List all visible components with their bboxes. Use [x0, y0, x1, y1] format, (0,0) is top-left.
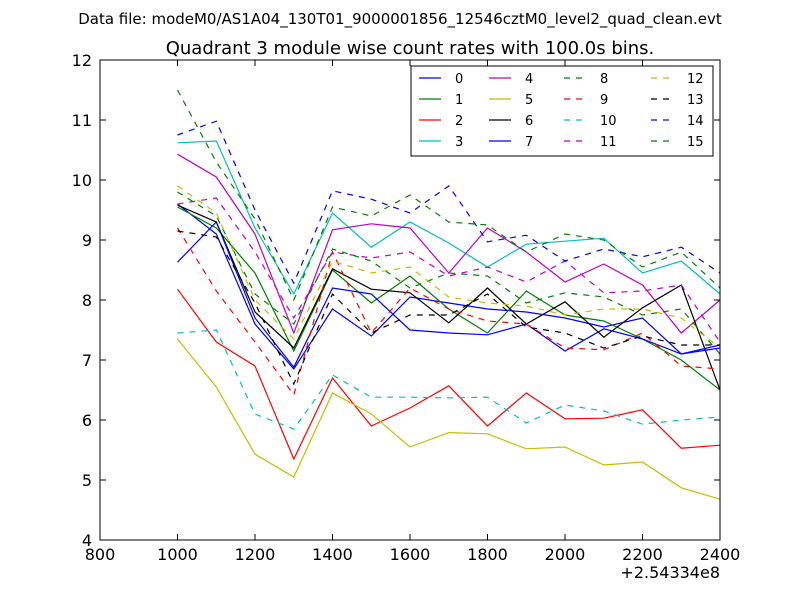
x-tick-label: 1600 [390, 545, 431, 564]
series-layer [176, 89, 721, 500]
legend-label-14: 14 [687, 114, 704, 129]
y-tick-label: 6 [82, 411, 92, 430]
series-line-15 [176, 89, 721, 302]
x-tick-label: 2200 [622, 545, 663, 564]
x-tick-label: 1200 [235, 545, 276, 564]
y-tick-label: 11 [72, 111, 92, 130]
y-tick-label: 7 [82, 351, 92, 370]
x-offset-label: +2.54334e8 [620, 563, 720, 582]
y-tick-label: 8 [82, 291, 92, 310]
series-line-7 [177, 220, 721, 369]
series-line-8 [177, 191, 721, 355]
legend-label-5: 5 [525, 93, 533, 108]
series-line-13 [177, 230, 720, 386]
x-tick-label: 1400 [312, 545, 353, 564]
legend-label-8: 8 [600, 72, 608, 87]
legend-label-15: 15 [687, 135, 704, 150]
legend-label-7: 7 [525, 135, 533, 150]
y-tick-label: 5 [82, 471, 92, 490]
ticks-layer: 800 1000 1200 1400 1600 1800 2000 2200 2400 4 5 6 7 8… [72, 51, 741, 564]
legend-label-0: 0 [455, 72, 463, 87]
x-tick-label: 2400 [700, 545, 741, 564]
x-tick-label: 800 [85, 545, 116, 564]
series-line-12 [177, 185, 721, 349]
chart-title: Quadrant 3 module wise count rates with … [166, 38, 655, 59]
x-tick-label: 2000 [545, 545, 586, 564]
series-line-10 [177, 329, 721, 430]
legend-label-11: 11 [600, 135, 617, 150]
legend-label-4: 4 [525, 72, 533, 87]
series-line-3 [177, 140, 721, 296]
series-line-14 [177, 120, 721, 285]
legend-label-2: 2 [455, 114, 463, 129]
legend-label-3: 3 [455, 135, 463, 150]
legend-label-12: 12 [687, 72, 704, 87]
x-tick-label: 1800 [467, 545, 508, 564]
legend-label-6: 6 [525, 114, 533, 129]
figure-suptitle: Data file: modeM0/AS1A04_130T01_90000018… [78, 10, 722, 29]
series-line-2 [177, 288, 721, 461]
y-tick-label: 9 [82, 231, 92, 250]
y-tick-label: 12 [72, 51, 92, 70]
legend-frame [410, 65, 714, 157]
series-line-4 [177, 153, 721, 335]
legend-label-9: 9 [600, 93, 608, 108]
series-line-6 [177, 204, 721, 391]
y-tick-label: 4 [82, 531, 92, 550]
series-line-0 [177, 203, 721, 370]
legend-label-10: 10 [600, 114, 617, 129]
series-line-5 [177, 338, 721, 500]
legend-label-1: 1 [455, 93, 463, 108]
legend-label-13: 13 [687, 93, 704, 108]
x-tick-label: 1000 [157, 545, 198, 564]
series-line-9 [176, 227, 721, 397]
y-tick-label: 10 [72, 171, 92, 190]
